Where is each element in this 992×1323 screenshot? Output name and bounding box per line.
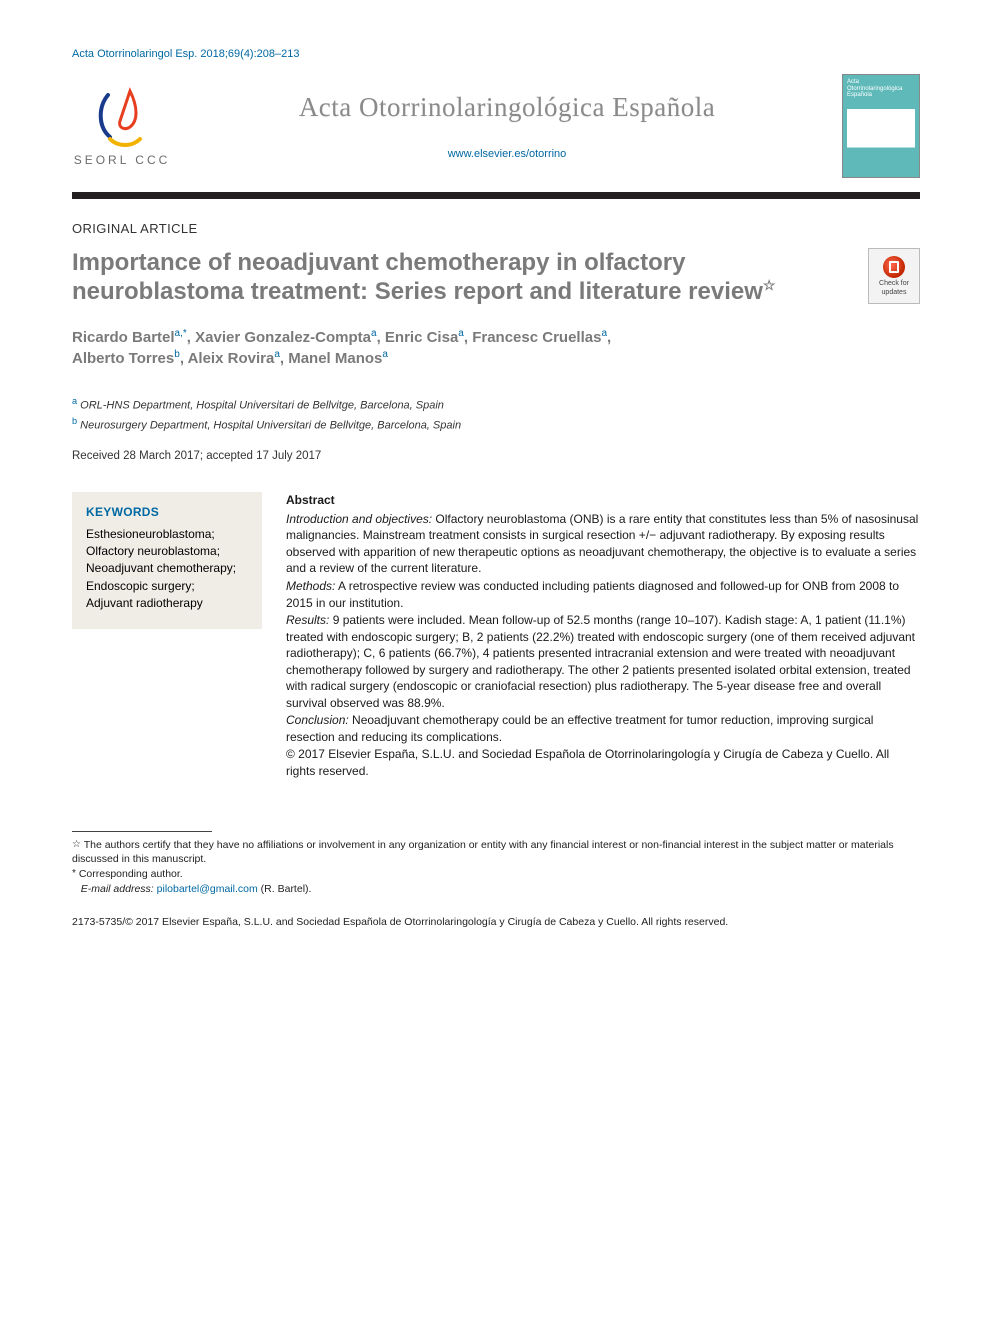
journal-header: SEORL CCC Acta Otorrinolaringológica Esp… — [72, 66, 920, 192]
footnote-corresponding: * Corresponding author. — [72, 867, 920, 882]
journal-cover-thumbnail: Acta Otorrinolaringológica Española — [842, 74, 920, 178]
citation-line: Acta Otorrinolaringol Esp. 2018;69(4):20… — [72, 48, 920, 60]
journal-url-link[interactable]: www.elsevier.es/otorrino — [448, 148, 567, 160]
abstract-body: Abstract Introduction and objectives: Ol… — [286, 492, 920, 780]
footnote-email: E-mail address: pilobartel@gmail.com (R.… — [72, 882, 920, 897]
article-title: Importance of neoadjuvant chemotherapy i… — [72, 248, 854, 307]
abstract-section: KEYWORDS Esthesioneuroblastoma; Olfactor… — [72, 492, 920, 780]
abstract-methods: Methods: A retrospective review was cond… — [286, 578, 920, 611]
crossmark-text-1: Check for — [879, 280, 909, 287]
society-logo-text: SEORL CCC — [72, 153, 172, 167]
cover-body-graphic — [847, 109, 915, 173]
society-logo: SEORL CCC — [72, 85, 172, 167]
journal-title: Acta Otorrinolaringológica Española — [192, 92, 822, 123]
author: Francesc Cruellasa — [472, 329, 607, 346]
article-dates: Received 28 March 2017; accepted 17 July… — [72, 450, 920, 462]
author: Ricardo Bartela,* — [72, 329, 187, 346]
affiliation: a ORL-HNS Department, Hospital Universit… — [72, 395, 920, 415]
footnotes: ☆ The authors certify that they have no … — [72, 838, 920, 897]
abstract-intro: Introduction and objectives: Olfactory n… — [286, 511, 920, 577]
abstract-results: Results: 9 patients were included. Mean … — [286, 612, 920, 711]
article-title-text: Importance of neoadjuvant chemotherapy i… — [72, 249, 763, 305]
abstract-copyright: © 2017 Elsevier España, S.L.U. and Socie… — [286, 746, 920, 779]
footnote-disclosure: ☆ The authors certify that they have no … — [72, 838, 920, 867]
article-type: ORIGINAL ARTICLE — [72, 221, 920, 236]
author: Enric Cisaa — [385, 329, 464, 346]
crossmark-badge[interactable]: Check for updates — [868, 248, 920, 304]
corresponding-email-link[interactable]: pilobartel@gmail.com — [157, 883, 258, 895]
cover-title-text: Acta Otorrinolaringológica Española — [847, 79, 915, 99]
abstract-heading: Abstract — [286, 492, 920, 509]
affiliation: b Neurosurgery Department, Hospital Univ… — [72, 415, 920, 435]
author: Aleix Roviraa — [188, 350, 280, 367]
page: Acta Otorrinolaringol Esp. 2018;69(4):20… — [0, 0, 992, 968]
author: Alberto Torresb — [72, 350, 180, 367]
page-copyright: 2173-5735/© 2017 Elsevier España, S.L.U.… — [72, 916, 920, 928]
header-rule — [72, 192, 920, 199]
crossmark-icon — [883, 256, 905, 278]
footnote-rule — [72, 831, 212, 832]
journal-title-block: Acta Otorrinolaringológica Española www.… — [192, 92, 822, 160]
affiliations: a ORL-HNS Department, Hospital Universit… — [72, 395, 920, 434]
abstract-conclusion: Conclusion: Neoadjuvant chemotherapy cou… — [286, 712, 920, 745]
keywords-heading: KEYWORDS — [86, 504, 248, 521]
keywords-body: Esthesioneuroblastoma; Olfactory neurobl… — [86, 526, 248, 613]
author: Xavier Gonzalez-Comptaa — [195, 329, 376, 346]
crossmark-text-2: updates — [882, 289, 907, 296]
seorl-logo-icon — [90, 85, 154, 149]
authors-list: Ricardo Bartela,*, Xavier Gonzalez-Compt… — [72, 327, 920, 370]
keywords-box: KEYWORDS Esthesioneuroblastoma; Olfactor… — [72, 492, 262, 628]
author: Manel Manosa — [288, 350, 388, 367]
title-footnote-mark: ☆ — [763, 277, 776, 293]
title-row: Importance of neoadjuvant chemotherapy i… — [72, 248, 920, 327]
